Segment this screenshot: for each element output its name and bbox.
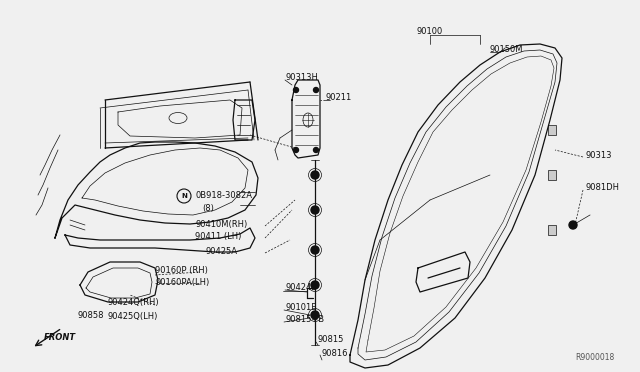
Text: FRONT: FRONT [44,334,76,343]
Circle shape [294,148,298,153]
Text: 90424E: 90424E [285,283,317,292]
Bar [548,125,556,135]
Bar [548,225,556,235]
Text: 90160PA(LH): 90160PA(LH) [155,278,209,286]
Text: 90211: 90211 [326,93,352,103]
Circle shape [569,221,577,229]
Text: R9000018: R9000018 [576,353,615,362]
Circle shape [311,246,319,254]
Circle shape [314,87,319,93]
Text: 90100: 90100 [417,28,443,36]
Circle shape [311,171,319,179]
Text: 90150M: 90150M [490,45,524,55]
Text: 90410M(RH): 90410M(RH) [195,219,247,228]
Text: 90313H: 90313H [285,73,318,81]
Circle shape [311,206,319,214]
Text: 90425A: 90425A [205,247,237,257]
Text: 90160P (RH): 90160P (RH) [155,266,208,275]
Text: 90101E: 90101E [286,304,317,312]
Text: 90816: 90816 [322,350,349,359]
Text: 0B918-3082A: 0B918-3082A [195,190,252,199]
Circle shape [314,148,319,153]
Text: 90424Q(RH): 90424Q(RH) [107,298,159,307]
Text: 90313: 90313 [585,151,611,160]
Circle shape [311,311,319,319]
Text: 90858: 90858 [78,311,104,321]
Text: 90815+B: 90815+B [286,315,325,324]
Text: 90815: 90815 [318,336,344,344]
Circle shape [294,87,298,93]
Bar [548,170,556,180]
Text: 90425Q(LH): 90425Q(LH) [107,311,157,321]
Text: 90411 (LH): 90411 (LH) [195,231,241,241]
Text: N: N [181,193,187,199]
Text: (8): (8) [202,203,214,212]
Circle shape [311,281,319,289]
Text: 9081DH: 9081DH [585,183,619,192]
